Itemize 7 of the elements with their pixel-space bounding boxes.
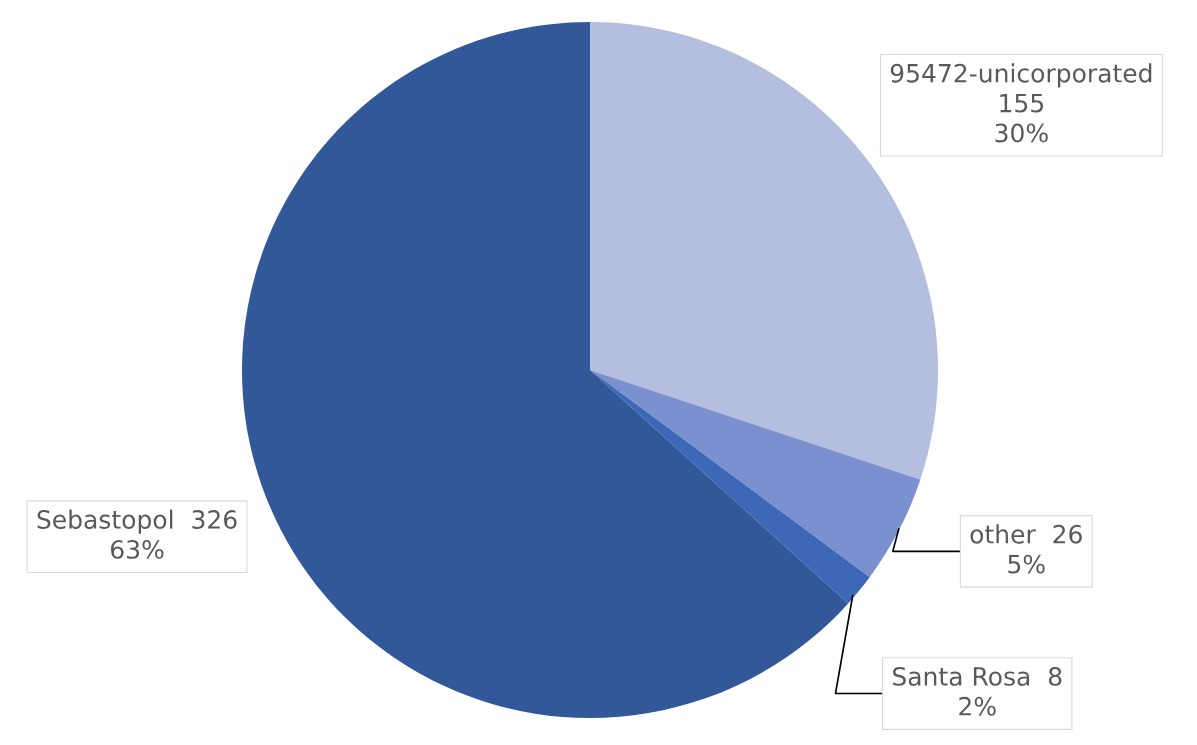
pie-slice bbox=[241, 21, 849, 719]
pie-slice bbox=[590, 370, 921, 578]
slice-label: Santa Rosa 8 2% bbox=[893, 666, 1062, 716]
slice-label: other 26 5% bbox=[970, 524, 1082, 574]
data-label: 155 30% bbox=[995, 93, 1048, 143]
slice-label: 95472-unicorporated bbox=[890, 63, 1152, 88]
slice-label: Sebastopol 326 63% bbox=[37, 509, 237, 559]
